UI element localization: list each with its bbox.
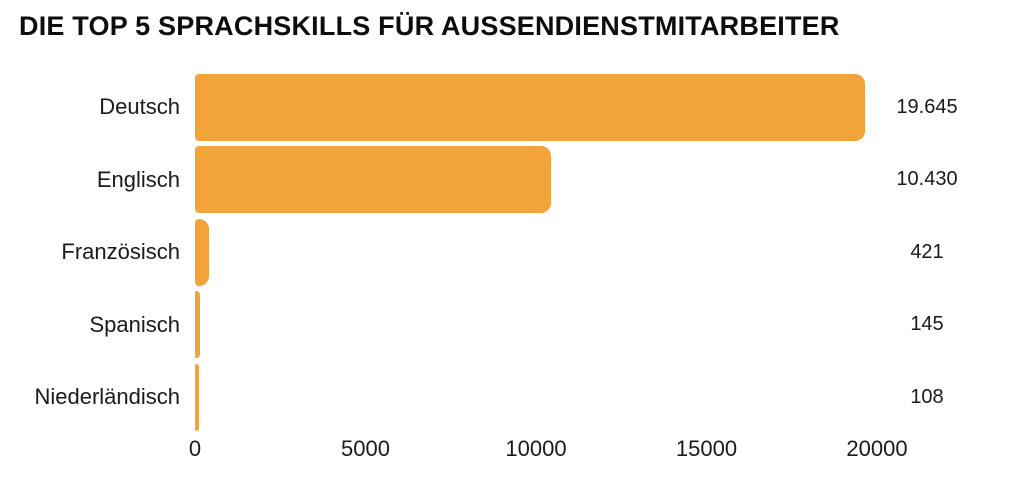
value-label-niederlaendisch: 108 <box>910 385 944 408</box>
bar-row: Spanisch 145 <box>0 289 977 362</box>
bar-row: Deutsch 19.645 <box>0 71 977 144</box>
category-label-franzoesisch: Französisch <box>61 239 180 265</box>
x-tick-15000: 15000 <box>675 436 738 461</box>
category-label-spanisch: Spanisch <box>89 311 180 337</box>
x-axis: 0 5000 10000 15000 20000 <box>189 436 908 466</box>
value-label-englisch: 10.430 <box>896 168 958 191</box>
plot-area: Deutsch 19.645 Englisch 10.430 Französis… <box>0 71 977 434</box>
bar-spanisch <box>195 291 200 359</box>
bar-track <box>195 218 877 286</box>
bar-row: Französisch 421 <box>0 216 977 289</box>
bar-track <box>195 73 877 141</box>
value-label-franzoesisch: 421 <box>910 240 944 263</box>
category-label-englisch: Englisch <box>96 166 180 192</box>
value-label-spanisch: 145 <box>910 313 944 336</box>
category-label-deutsch: Deutsch <box>99 94 180 120</box>
bar-niederlaendisch <box>195 363 199 431</box>
bar-deutsch <box>195 73 865 141</box>
x-tick-10000: 10000 <box>505 436 567 461</box>
x-tick-0: 0 <box>188 436 202 461</box>
bar-track <box>195 146 877 214</box>
bar-row: Niederländisch 108 <box>0 361 977 434</box>
bar-franzoesisch <box>195 218 210 286</box>
value-label-deutsch: 19.645 <box>896 95 958 118</box>
chart-title: DIE TOP 5 SPRACHSKILLS FÜR AUSSENDIENSTM… <box>19 11 840 41</box>
bar-track <box>195 363 877 431</box>
bar-track <box>195 291 877 359</box>
bar-row: Englisch 10.430 <box>0 144 977 217</box>
x-tick-20000: 20000 <box>846 436 908 461</box>
x-tick-5000: 5000 <box>341 436 390 461</box>
bar-englisch <box>195 146 551 214</box>
category-label-niederlaendisch: Niederländisch <box>34 384 180 410</box>
